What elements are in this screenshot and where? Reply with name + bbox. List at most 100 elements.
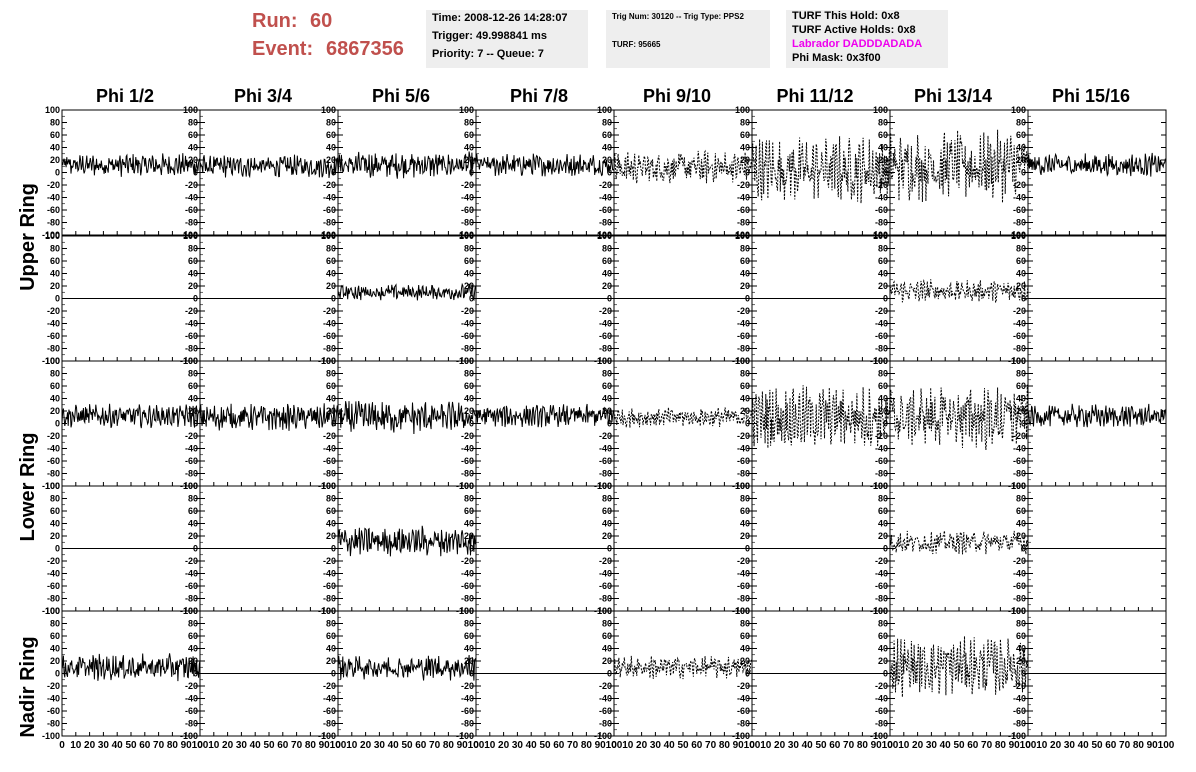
y-tick-label: -60 bbox=[47, 331, 60, 341]
y-tick-label: 20 bbox=[1016, 531, 1026, 541]
phi-mask-line: Phi Mask: 0x3f00 bbox=[792, 52, 881, 64]
x-tick-label: 100 bbox=[1158, 740, 1175, 751]
x-tick-label: 90 bbox=[595, 740, 607, 751]
y-tick-label: 80 bbox=[326, 494, 336, 504]
y-tick-label: 40 bbox=[464, 394, 474, 404]
y-tick-label: 0 bbox=[55, 544, 60, 554]
y-tick-label: 60 bbox=[602, 506, 612, 516]
y-tick-label: -40 bbox=[875, 319, 888, 329]
x-tick-label: 30 bbox=[98, 740, 110, 751]
y-tick-label: -60 bbox=[1013, 331, 1026, 341]
y-tick-label: -80 bbox=[323, 344, 336, 354]
y-tick-label: -80 bbox=[47, 344, 60, 354]
y-tick-label: 60 bbox=[1016, 381, 1026, 391]
x-tick-label: 50 bbox=[125, 740, 137, 751]
y-tick-label: 0 bbox=[1021, 419, 1026, 429]
y-tick-label: 100 bbox=[735, 356, 750, 366]
y-tick-label: 100 bbox=[459, 231, 474, 241]
y-tick-label: -20 bbox=[461, 431, 474, 441]
y-tick-label: -20 bbox=[461, 556, 474, 566]
y-tick-label: 40 bbox=[188, 269, 198, 279]
y-tick-label: 0 bbox=[1021, 294, 1026, 304]
x-tick-label: 30 bbox=[236, 740, 248, 751]
run-label: Run: bbox=[252, 10, 298, 32]
y-tick-label: 60 bbox=[878, 256, 888, 266]
y-tick-label: 0 bbox=[55, 669, 60, 679]
x-tick-label: 100 bbox=[882, 740, 899, 751]
y-tick-label: 20 bbox=[1016, 155, 1026, 165]
y-tick-label: 100 bbox=[45, 481, 60, 491]
waveform-trace bbox=[889, 530, 1029, 555]
x-tick-label: 0 bbox=[335, 740, 341, 751]
y-tick-label: 0 bbox=[607, 419, 612, 429]
y-tick-label: 40 bbox=[602, 644, 612, 654]
y-tick-label: -60 bbox=[47, 205, 60, 215]
x-tick-label: 10 bbox=[484, 740, 496, 751]
x-tick-label: 80 bbox=[581, 740, 593, 751]
col-title-2: Phi 3/4 bbox=[233, 86, 293, 106]
y-tick-label: -40 bbox=[185, 569, 198, 579]
x-tick-label: 0 bbox=[473, 740, 479, 751]
y-tick-label: -40 bbox=[47, 193, 60, 203]
y-tick-label: 100 bbox=[597, 481, 612, 491]
y-tick-label: -100 bbox=[42, 731, 60, 741]
y-tick-label: 20 bbox=[326, 281, 336, 291]
y-tick-label: -60 bbox=[599, 706, 612, 716]
y-tick-label: 80 bbox=[1016, 369, 1026, 379]
y-tick-label: 40 bbox=[50, 143, 60, 153]
y-tick-label: 40 bbox=[464, 269, 474, 279]
x-tick-label: 80 bbox=[857, 740, 869, 751]
y-tick-label: 20 bbox=[464, 406, 474, 416]
x-tick-label: 90 bbox=[181, 740, 193, 751]
x-tick-label: 90 bbox=[457, 740, 469, 751]
y-tick-label: 20 bbox=[878, 656, 888, 666]
y-tick-label: -100 bbox=[594, 230, 612, 240]
x-tick-label: 10 bbox=[346, 740, 358, 751]
x-tick-label: 70 bbox=[705, 740, 717, 751]
y-tick-label: -40 bbox=[737, 193, 750, 203]
y-tick-label: 100 bbox=[183, 231, 198, 241]
y-tick-label: -100 bbox=[42, 356, 60, 366]
col-title-3: Phi 5/6 bbox=[371, 86, 431, 106]
y-tick-label: -60 bbox=[185, 456, 198, 466]
y-tick-label: 40 bbox=[740, 143, 750, 153]
y-tick-label: -80 bbox=[185, 719, 198, 729]
y-tick-label: 100 bbox=[183, 105, 198, 115]
event-value: 6867356 bbox=[326, 38, 404, 60]
y-tick-label: 60 bbox=[1016, 256, 1026, 266]
x-tick-label: 20 bbox=[498, 740, 510, 751]
y-tick-label: 40 bbox=[878, 143, 888, 153]
y-tick-label: 20 bbox=[878, 531, 888, 541]
y-tick-label: 60 bbox=[878, 381, 888, 391]
y-tick-label: 20 bbox=[602, 656, 612, 666]
x-tick-label: 50 bbox=[677, 740, 689, 751]
y-tick-label: 80 bbox=[326, 619, 336, 629]
y-tick-label: -20 bbox=[599, 306, 612, 316]
y-tick-label: 100 bbox=[183, 606, 198, 616]
y-tick-label: -20 bbox=[599, 180, 612, 190]
y-tick-label: -40 bbox=[323, 694, 336, 704]
waveform-trace bbox=[337, 654, 477, 681]
y-tick-label: -60 bbox=[875, 205, 888, 215]
y-tick-label: -40 bbox=[599, 193, 612, 203]
turf-info-box: TURF This Hold: 0x8 TURF Active Holds: 0… bbox=[786, 10, 948, 68]
y-tick-label: 100 bbox=[873, 105, 888, 115]
y-tick-label: -40 bbox=[1013, 319, 1026, 329]
y-tick-label: -20 bbox=[1013, 180, 1026, 190]
y-tick-label: -20 bbox=[47, 306, 60, 316]
waveform-trace bbox=[751, 136, 891, 204]
y-tick-label: -20 bbox=[737, 431, 750, 441]
y-tick-label: 0 bbox=[193, 294, 198, 304]
x-tick-label: 10 bbox=[70, 740, 82, 751]
y-tick-label: 80 bbox=[50, 369, 60, 379]
x-tick-label: 100 bbox=[1020, 740, 1037, 751]
y-tick-label: 80 bbox=[326, 244, 336, 254]
y-tick-label: 40 bbox=[50, 394, 60, 404]
y-tick-label: -20 bbox=[461, 180, 474, 190]
y-tick-label: 60 bbox=[602, 631, 612, 641]
y-tick-label: -20 bbox=[185, 431, 198, 441]
y-tick-label: 0 bbox=[193, 544, 198, 554]
y-tick-label: -40 bbox=[185, 193, 198, 203]
y-tick-label: 100 bbox=[459, 105, 474, 115]
